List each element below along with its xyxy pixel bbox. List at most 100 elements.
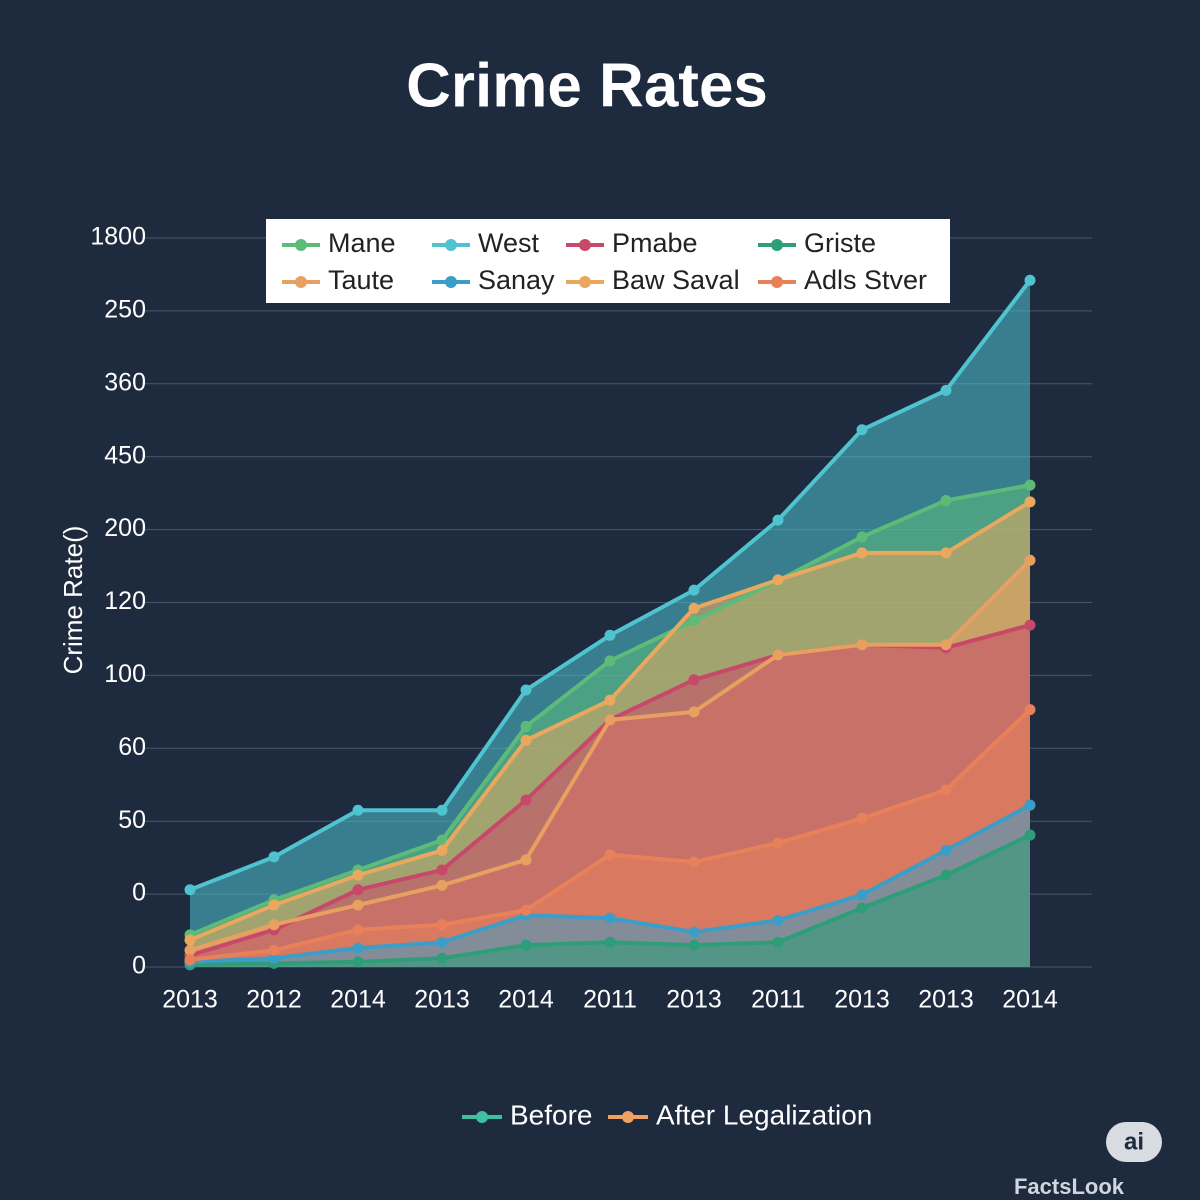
point [604,912,616,924]
point [940,784,952,796]
point [604,936,616,948]
point [520,720,532,732]
point [268,952,280,964]
point [352,899,364,911]
point [940,384,952,396]
y-tick-label: 120 [104,587,146,615]
point [688,939,700,951]
x-tick-label: 2014 [498,986,554,1014]
point [520,734,532,746]
legend-label: Adls Stver [804,265,927,295]
x-tick-label: 2014 [330,986,386,1014]
legend-dot [579,239,591,251]
legend-dot [771,276,783,288]
legend-label: Griste [804,228,876,258]
point [268,919,280,931]
point [772,837,784,849]
point [436,844,448,856]
legend-label: Taute [328,265,394,295]
x-tick-label: 2013 [414,986,470,1014]
x-tick-label: 2014 [1002,986,1058,1014]
legend-dot [445,276,457,288]
point [856,639,868,651]
area [190,835,1030,967]
point [436,952,448,964]
legend-dot [445,239,457,251]
y-axis-label: Crime Rate() [58,526,88,675]
legend-label: Sanay [478,265,555,295]
point [268,944,280,956]
point [856,424,868,436]
y-tick-label: 0 [132,952,146,980]
point [1024,704,1036,716]
point [520,684,532,696]
point [940,869,952,881]
x-tick-label: 2013 [162,986,218,1014]
point [856,902,868,914]
x-tick-label: 2013 [834,986,890,1014]
point [940,639,952,651]
point [436,919,448,931]
y-tick-label: 450 [104,441,146,469]
legend-label: After Legalization [656,1099,872,1130]
point [1024,799,1036,811]
x-tick-label: 2011 [583,986,637,1014]
x-tick-label: 2011 [751,986,805,1014]
point [772,936,784,948]
badge-bg [1106,1122,1162,1162]
point [352,924,364,936]
point [436,879,448,891]
y-tick-label: 200 [104,514,146,542]
point [688,706,700,718]
legend-label: West [478,228,540,258]
point [352,942,364,954]
x-tick-label: 2013 [918,986,974,1014]
point [688,584,700,596]
plot: 0 0 50 60 100 120 200 450 360 250 1800 2013 2012 2014… [90,223,1092,1014]
point [688,926,700,938]
point [520,904,532,916]
legend-label: Mane [328,228,396,258]
point [352,804,364,816]
legend-bottom: Before After Legalization [462,1099,872,1130]
point [688,615,700,627]
point [520,794,532,806]
point [856,812,868,824]
point [772,514,784,526]
point [520,854,532,866]
point [940,494,952,506]
point [184,954,196,966]
point [856,547,868,559]
point [604,629,616,641]
legend-dot [295,276,307,288]
point [1024,274,1036,286]
point [1024,829,1036,841]
point [856,889,868,901]
x-tick-label: 2012 [246,986,302,1014]
legend-dot [476,1111,488,1123]
point [604,714,616,726]
point [772,574,784,586]
badge: ai [1124,1128,1144,1155]
point [1024,496,1036,508]
y-tick-label: 60 [118,733,146,761]
point [184,884,196,896]
legend-dot [579,276,591,288]
point [520,939,532,951]
watermark: FactsLook [1014,1174,1125,1199]
legend-label: Baw Saval [612,265,740,295]
point [940,547,952,559]
point [772,649,784,661]
point [772,914,784,926]
y-tick-label: 0 [132,879,146,907]
point [688,856,700,868]
point [940,844,952,856]
point [436,804,448,816]
area [190,709,1030,967]
point [184,934,196,946]
x-tick-label: 2013 [666,986,722,1014]
point [604,849,616,861]
point [268,899,280,911]
point [688,674,700,686]
